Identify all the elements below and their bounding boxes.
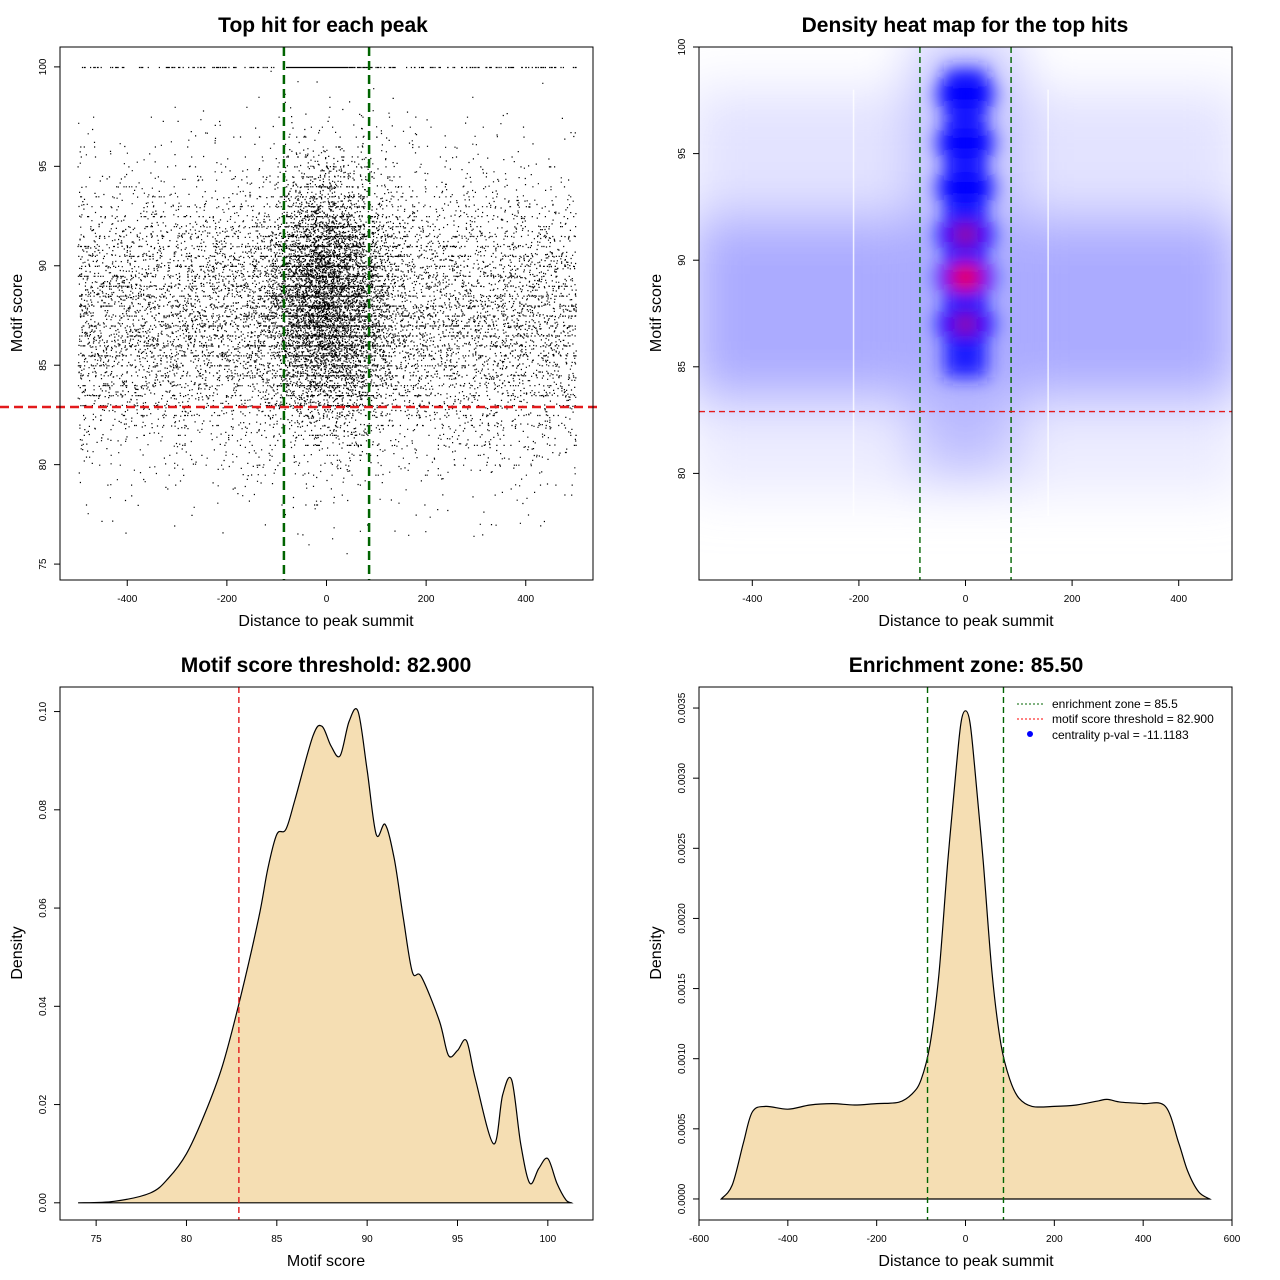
scatter-ytick-label: 80 (38, 459, 49, 471)
distance-density-ylabel: Density (648, 926, 665, 979)
distance-density-ytick-label: 0.0030 (677, 762, 688, 793)
score-density-plot-box (59, 686, 594, 1221)
heatmap-hotspot (935, 78, 996, 109)
scatter-title: Top hit for each peak (218, 14, 428, 37)
score-density-ytick-label: 0.08 (38, 800, 49, 820)
scatter-ytick-label: 100 (38, 58, 49, 75)
heatmap-ytick-label: 80 (677, 467, 688, 479)
distance-density-xlabel: Distance to peak summit (878, 1253, 1054, 1270)
scatter-xtick-label: 200 (418, 594, 435, 605)
legend-label-centrality: centrality p-val = -11.1183 (1052, 728, 1189, 742)
heatmap-hotspot (935, 172, 996, 203)
distance-density-x-axis: -600 -400 -200 0 200 400 600 (689, 1220, 1241, 1245)
score-density-xtick-label: 90 (362, 1234, 374, 1245)
scatter-xlabel: Distance to peak summit (238, 613, 414, 630)
panel-scatter: Top hit for each peak -400 -200 0 200 400 75… (0, 14, 600, 630)
distance-density-ytick-label: 0.0025 (677, 833, 688, 864)
heatmap-xtick-label: 400 (1170, 594, 1187, 605)
score-density-ytick-label: 0.00 (38, 1193, 49, 1213)
score-density-title: Motif score threshold: 82.900 (181, 654, 472, 677)
heatmap-density-surface (699, 47, 1232, 580)
score-density-xtick-label: 95 (452, 1234, 464, 1245)
scatter-xtick-label: -200 (217, 594, 237, 605)
heatmap-xtick-label: -200 (849, 594, 869, 605)
distance-density-xtick-label: 200 (1046, 1234, 1063, 1245)
heatmap-hotspot (935, 127, 996, 158)
heatmap-reference-lines (699, 47, 1232, 580)
scatter-ytick-label: 85 (38, 359, 49, 371)
distance-density-legend: enrichment zone = 85.5 motif score thres… (1017, 697, 1214, 742)
legend-swatch-centrality (1027, 731, 1033, 737)
scatter-xtick-label: -400 (117, 594, 137, 605)
panel-distance-density: Enrichment zone: 85.50 -600 -400 -200 0 200 4… (648, 654, 1241, 1270)
heatmap-xtick-label: 0 (963, 594, 969, 605)
scatter-xtick-label: 400 (517, 594, 534, 605)
distance-density-title: Enrichment zone: 85.50 (849, 654, 1084, 677)
distance-density-ytick-label: 0.0020 (677, 903, 688, 934)
heatmap-hotspot-core (954, 314, 977, 334)
distance-density-ytick-label: 0.0010 (677, 1043, 688, 1074)
score-density-xtick-label: 80 (181, 1234, 193, 1245)
heatmap-xtick-label: 200 (1064, 594, 1081, 605)
distance-density-y-axis: 0.0000 0.0005 0.0010 0.0015 0.0020 0.0025 0.00… (677, 692, 699, 1214)
scatter-ylabel: Motif score (9, 274, 26, 352)
heatmap-ylabel: Motif score (648, 274, 665, 352)
score-density-xtick-label: 85 (271, 1234, 283, 1245)
heatmap-core (935, 68, 996, 378)
heatmap-ytick-label: 100 (677, 38, 688, 55)
scatter-ytick-label: 90 (38, 260, 49, 272)
score-density-ytick-label: 0.04 (38, 996, 49, 1016)
distance-density-area (719, 710, 1212, 1200)
legend-label-motif-threshold: motif score threshold = 82.900 (1052, 712, 1214, 726)
score-density-ytick-label: 0.02 (38, 1094, 49, 1114)
distance-density-ytick-label: 0.0035 (677, 692, 688, 723)
distance-density-xtick-label: 400 (1135, 1234, 1152, 1245)
scatter-ytick-label: 95 (38, 160, 49, 172)
distance-density-xtick-label: -600 (689, 1234, 709, 1245)
distance-density-ytick-label: 0.0015 (677, 973, 688, 1004)
heatmap-title: Density heat map for the top hits (802, 14, 1129, 37)
scatter-xtick-label: 0 (324, 594, 330, 605)
heatmap-ytick-label: 95 (677, 148, 688, 160)
heatmap-hotspot-core (953, 224, 978, 246)
scatter-reference-lines (0, 47, 600, 580)
scatter-ytick-label: 75 (38, 558, 49, 570)
distance-density-xtick-label: 0 (963, 1234, 969, 1245)
score-density-ytick-label: 0.10 (38, 701, 49, 721)
distance-density-xtick-label: -400 (778, 1234, 798, 1245)
scatter-x-axis: -400 -200 0 200 400 (117, 580, 535, 605)
heatmap-hotspot-core (949, 263, 982, 292)
distance-density-xtick-label: 600 (1224, 1234, 1241, 1245)
panel-score-density: Motif score threshold: 82.900 75 80 85 90 95… (9, 654, 594, 1270)
score-density-xtick-label: 75 (91, 1234, 103, 1245)
panel-heatmap: Density heat map for the top hits -400 -2… (648, 14, 1233, 630)
heatmap-xlabel: Distance to peak summit (878, 613, 1054, 630)
distance-density-xtick-label: -200 (867, 1234, 887, 1245)
heatmap-ytick-label: 85 (677, 361, 688, 373)
score-density-ylabel: Density (9, 926, 26, 979)
score-density-y-axis: 0.00 0.02 0.04 0.06 0.08 0.10 (38, 701, 60, 1213)
heatmap-ytick-label: 90 (677, 254, 688, 266)
scatter-point-cloud (77, 66, 577, 555)
score-density-xtick-label: 100 (539, 1234, 556, 1245)
legend-label-enrichment-zone: enrichment zone = 85.5 (1052, 697, 1178, 711)
distance-density-ytick-label: 0.0000 (677, 1183, 688, 1214)
distance-density-zone-lines (926, 687, 1005, 1220)
scatter-points (77, 66, 577, 555)
heatmap-x-axis: -400 -200 0 200 400 (742, 580, 1187, 605)
score-density-x-axis: 75 80 85 90 95 100 (91, 1220, 557, 1245)
score-density-area (78, 708, 574, 1204)
scatter-y-axis: 75 80 85 90 95 100 (38, 58, 60, 570)
heatmap-xtick-label: -400 (742, 594, 762, 605)
score-density-xlabel: Motif score (287, 1253, 365, 1270)
distance-density-ytick-label: 0.0005 (677, 1113, 688, 1144)
score-density-ytick-label: 0.06 (38, 898, 49, 918)
heatmap-y-axis: 80 85 90 95 100 (677, 38, 699, 479)
